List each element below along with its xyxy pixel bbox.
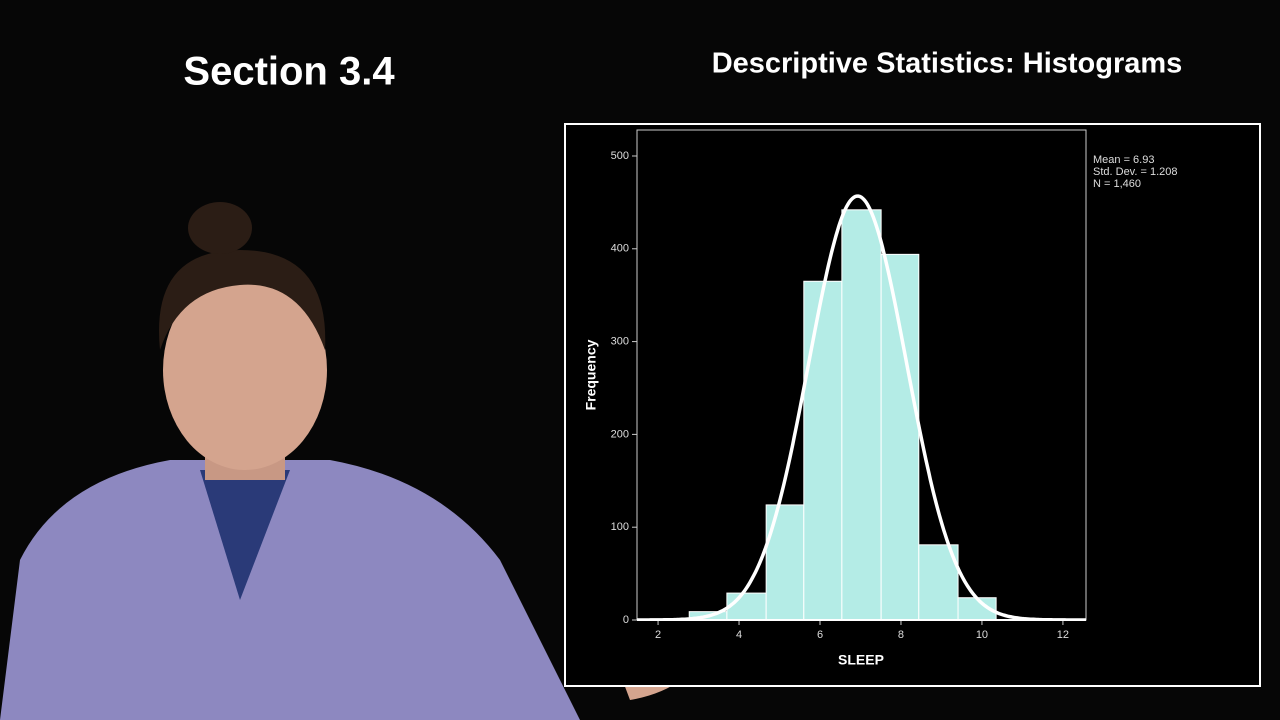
hair-bun: [188, 202, 252, 254]
hair: [159, 250, 326, 350]
topic-title: Descriptive Statistics: Histograms: [712, 48, 1183, 80]
undershirt: [200, 470, 290, 600]
x-axis-label: SLEEP: [838, 652, 884, 668]
face: [163, 270, 327, 470]
stat-annotation: N = 1,460: [1093, 178, 1141, 190]
bar: [841, 209, 882, 621]
x-tick-label: 10: [976, 629, 988, 641]
bar: [726, 592, 767, 621]
bar: [880, 253, 920, 621]
x-tick-label: 12: [1057, 629, 1069, 641]
bar: [765, 504, 805, 621]
x-tick-label: 8: [898, 629, 904, 641]
y-tick-label: 400: [611, 243, 629, 255]
y-tick-label: 0: [623, 614, 629, 626]
y-tick-label: 200: [611, 428, 629, 440]
normal-curve: [637, 194, 1086, 620]
y-tick-label: 100: [611, 521, 629, 533]
y-tick-label: 500: [611, 150, 629, 162]
y-axis-label: Frequency: [583, 339, 599, 410]
shirt: [0, 460, 580, 720]
x-tick-label: 2: [655, 629, 661, 641]
x-tick-label: 6: [817, 629, 823, 641]
section-title: Section 3.4: [183, 50, 395, 94]
x-tick-label: 4: [736, 629, 742, 641]
stat-annotation: Std. Dev. = 1.208: [1093, 166, 1178, 178]
y-tick-label: 300: [611, 335, 629, 347]
bar: [803, 280, 843, 621]
stat-annotation: Mean = 6.93: [1093, 154, 1154, 166]
plot: 0 100 200 300 400 500 2 4 6 8 10 12 Mean = 6.93Std. …: [611, 150, 1178, 641]
